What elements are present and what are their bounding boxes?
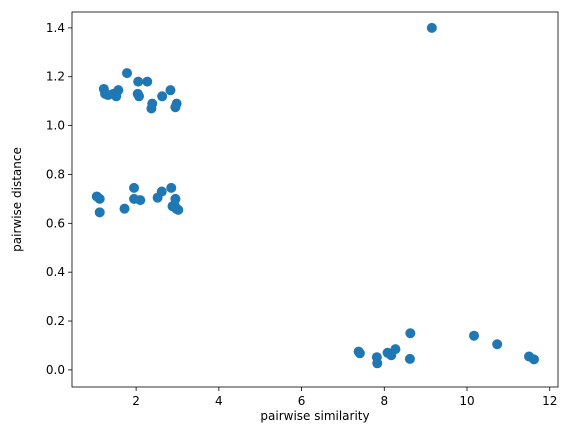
x-tick-label: 10 (459, 394, 474, 408)
data-point (94, 193, 105, 204)
y-axis-label: pairwise distance (10, 147, 24, 252)
y-tick-label: 0.4 (46, 265, 65, 279)
y-tick-label: 1.4 (46, 21, 65, 35)
data-point (173, 204, 184, 215)
data-point (170, 193, 181, 204)
data-point (156, 186, 167, 197)
y-tick-label: 1.2 (46, 70, 65, 84)
y-tick-label: 0.2 (46, 314, 65, 328)
x-tick-label: 8 (380, 394, 388, 408)
y-tick-label: 1.0 (46, 119, 65, 133)
y-tick-label: 0.8 (46, 167, 65, 181)
data-point (426, 22, 437, 33)
data-point (147, 98, 158, 109)
data-point (129, 182, 140, 193)
x-tick-label: 4 (215, 394, 223, 408)
data-point (404, 353, 415, 364)
data-point (133, 76, 144, 87)
data-point (119, 203, 130, 214)
data-point (135, 195, 146, 206)
x-axis-ticks: 2 4 6 8 10 12 (132, 387, 557, 408)
data-point (157, 91, 168, 102)
data-point (166, 182, 177, 193)
data-point (142, 76, 153, 87)
x-tick-label: 12 (542, 394, 557, 408)
x-axis-label: pairwise similarity (260, 409, 369, 423)
data-point (134, 91, 145, 102)
data-point (469, 330, 480, 341)
x-tick-label: 2 (132, 394, 140, 408)
data-point (113, 85, 124, 96)
plot-area-frame (71, 11, 559, 388)
data-point (165, 85, 176, 96)
data-point (529, 354, 540, 365)
data-points (91, 22, 540, 369)
data-point (94, 207, 105, 218)
data-point (405, 328, 416, 339)
y-tick-label: 0.0 (46, 363, 65, 377)
data-point (122, 68, 133, 79)
y-axis-ticks: 0.0 0.2 0.4 0.6 0.8 1.0 1.2 1.4 (46, 21, 72, 377)
data-point (354, 348, 365, 359)
data-point (372, 358, 383, 369)
y-tick-label: 0.6 (46, 216, 65, 230)
data-point (390, 344, 401, 355)
data-point (171, 98, 182, 109)
x-tick-label: 6 (298, 394, 306, 408)
data-point (492, 339, 503, 350)
